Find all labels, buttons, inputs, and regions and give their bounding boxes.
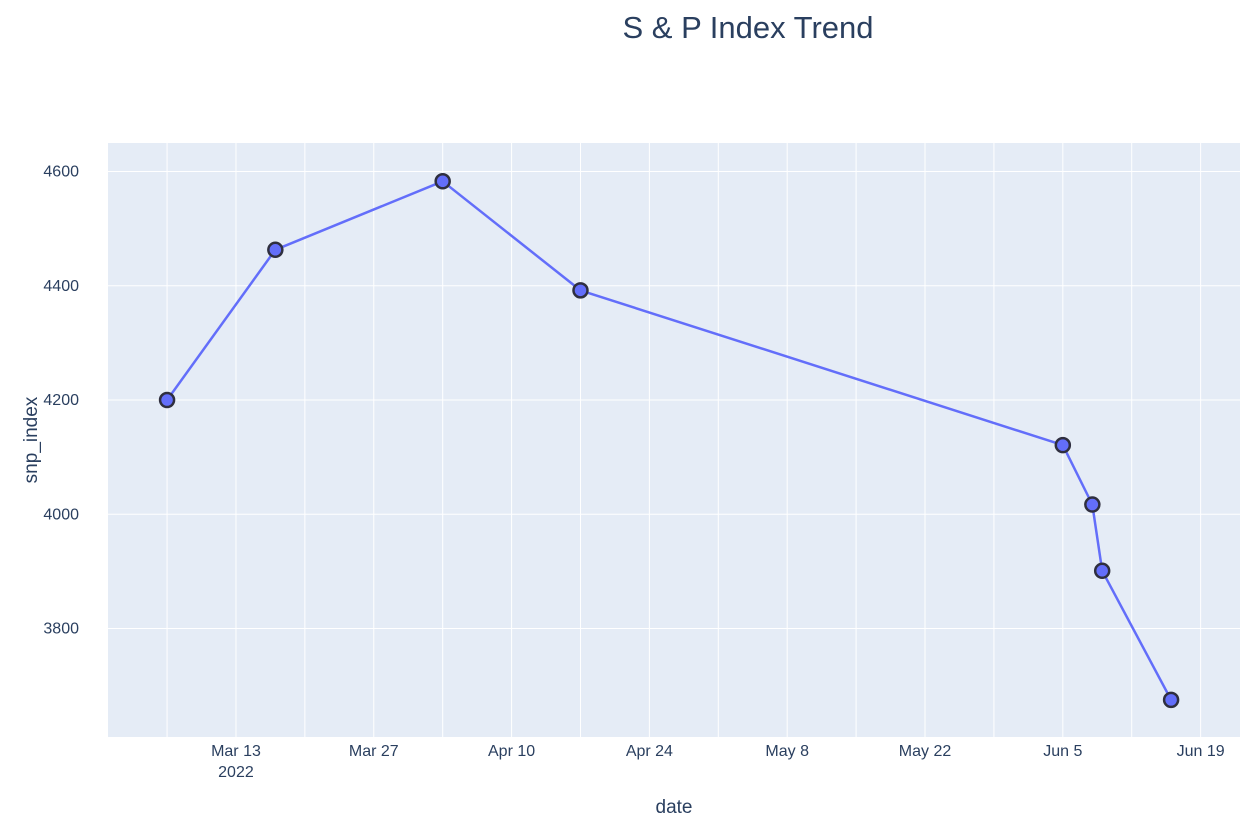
y-tick-label: 4600 <box>43 164 79 181</box>
y-tick-label: 4400 <box>43 278 79 295</box>
grid-lines <box>108 143 1240 737</box>
y-tick-label: 4000 <box>43 506 79 523</box>
data-point <box>158 391 176 409</box>
x-tick-label: Jun 19 <box>1177 743 1225 760</box>
x-tick-label: Apr 10 <box>488 743 535 760</box>
data-point <box>1084 496 1101 513</box>
x-tick-sublabel: 2022 <box>218 764 254 781</box>
x-tick-label: Mar 27 <box>349 743 399 760</box>
data-point <box>434 173 451 190</box>
chart-title: S & P Index Trend <box>622 10 874 45</box>
y-axis-ticks: 3800 4000 4200 4400 4600 <box>43 164 79 638</box>
data-point <box>1162 691 1180 709</box>
data-point <box>267 241 284 259</box>
series-layer <box>158 173 1180 709</box>
data-point <box>572 282 589 299</box>
x-axis-title: date <box>656 797 693 818</box>
x-tick-label: May 8 <box>765 743 809 760</box>
data-point <box>1054 436 1072 454</box>
plot-area <box>108 143 1240 737</box>
y-tick-label: 4200 <box>43 392 79 409</box>
data-point <box>1093 562 1111 580</box>
series-line <box>166 180 1173 701</box>
y-axis-title: snp_index <box>21 396 42 483</box>
x-tick-label: Jun 5 <box>1043 743 1082 760</box>
x-tick-label: May 22 <box>899 743 952 760</box>
x-tick-label: Apr 24 <box>626 743 673 760</box>
x-axis-ticks: Mar 13 2022 Mar 27 Apr 10 Apr 24 May 8 May 22 J… <box>211 743 1225 781</box>
x-tick-label: Mar 13 <box>211 743 261 760</box>
y-tick-label: 3800 <box>43 620 79 637</box>
